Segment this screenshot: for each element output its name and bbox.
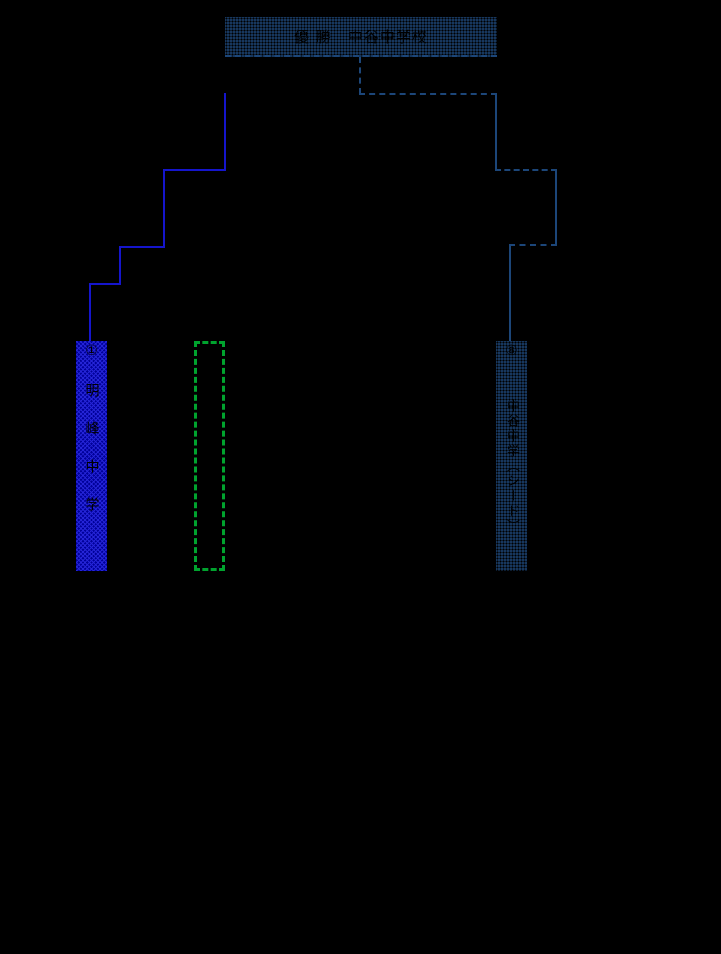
bracket-line-left-v3 bbox=[119, 246, 121, 285]
team-label-nakatani: 中谷中学（シード） bbox=[504, 399, 519, 534]
bracket-line-right-stem bbox=[359, 57, 361, 94]
bracket-line-right-h1 bbox=[359, 93, 497, 95]
bracket-line-right-v2 bbox=[555, 169, 557, 246]
team-label-meiho: ①明峰中学 bbox=[83, 343, 100, 535]
bracket-line-left-h3 bbox=[89, 283, 121, 285]
bracket-line-left-v4 bbox=[89, 283, 91, 341]
bracket-line-right-h2 bbox=[495, 169, 557, 171]
team-box-nakatani: ⑧ 中谷中学（シード） bbox=[496, 341, 527, 571]
team-box-empty-slot bbox=[194, 341, 225, 571]
bracket-line-left-h1 bbox=[163, 169, 226, 171]
champion-label: 優 勝 中谷中学校 bbox=[294, 27, 428, 46]
bracket-line-right-v3 bbox=[509, 244, 511, 341]
bracket-line-left-v2 bbox=[163, 169, 165, 248]
champion-box: 優 勝 中谷中学校 bbox=[225, 17, 497, 57]
bracket-line-left-v1 bbox=[224, 93, 226, 171]
bracket-line-right-v1 bbox=[495, 93, 497, 171]
bracket-line-right-h3 bbox=[509, 244, 557, 246]
team-seed-nakatani: ⑧ bbox=[503, 343, 520, 359]
team-box-meiho: ①明峰中学 bbox=[76, 341, 107, 571]
bracket-line-left-h2 bbox=[119, 246, 165, 248]
